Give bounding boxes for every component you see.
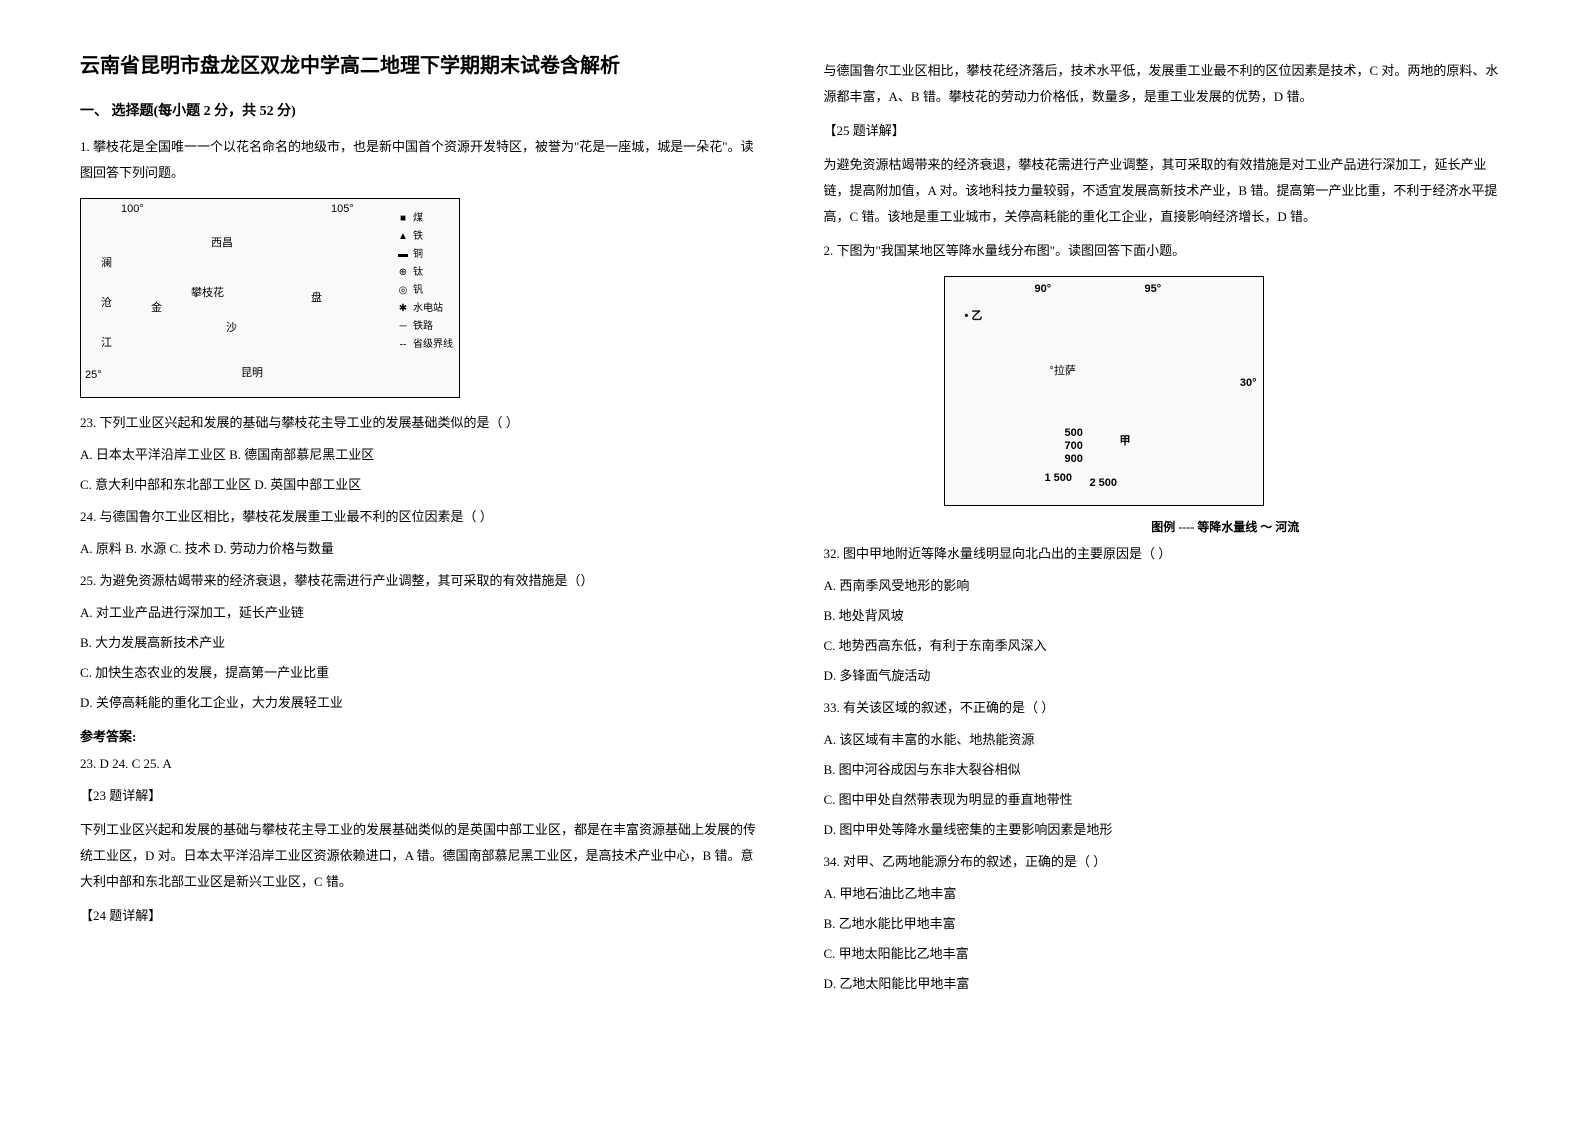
- map1-kunming: 昆明: [241, 364, 263, 380]
- q33-opt-c: C. 图中甲处自然带表现为明显的垂直地带性: [824, 787, 1508, 813]
- legend-copper: ▬铜: [397, 247, 453, 263]
- detail23: 下列工业区兴起和发展的基础与攀枝花主导工业的发展基础类似的是英国中部工业区，都是…: [80, 817, 764, 895]
- map2-700: 700: [1065, 440, 1083, 452]
- q34-opt-c: C. 甲地太阳能比乙地丰富: [824, 941, 1508, 967]
- q24: 24. 与德国鲁尔工业区相比，攀枝花发展重工业最不利的区位因素是（ ）: [80, 504, 764, 530]
- map2-jia: 甲: [1120, 432, 1131, 448]
- map1-lancang: 澜: [101, 254, 112, 270]
- q32-opt-d: D. 多锋面气旋活动: [824, 663, 1508, 689]
- map1-sha: 沙: [226, 319, 237, 335]
- left-column: 云南省昆明市盘龙区双龙中学高二地理下学期期末试卷含解析 一、 选择题(每小题 2…: [80, 50, 764, 1001]
- map2-lat30: 30°: [1240, 377, 1257, 389]
- map1-figure: 100° 105° 25° 西昌 攀枝花 昆明 澜 沧 江 金 沙 盘 ■煤 ▲…: [80, 198, 460, 398]
- q32-opt-a: A. 西南季风受地形的影响: [824, 573, 1508, 599]
- q25-opt-a: A. 对工业产品进行深加工，延长产业链: [80, 600, 764, 626]
- page-container: 云南省昆明市盘龙区双龙中学高二地理下学期期末试卷含解析 一、 选择题(每小题 2…: [80, 50, 1507, 1001]
- q34-opt-d: D. 乙地太阳能比甲地丰富: [824, 971, 1508, 997]
- q25-opt-d: D. 关停高耗能的重化工企业，大力发展轻工业: [80, 690, 764, 716]
- q23: 23. 下列工业区兴起和发展的基础与攀枝花主导工业的发展基础类似的是（ ）: [80, 410, 764, 436]
- q23-opts-cd: C. 意大利中部和东北部工业区 D. 英国中部工业区: [80, 472, 764, 498]
- answers: 23. D 24. C 25. A: [80, 751, 764, 777]
- detail23-header: 【23 题详解】: [80, 783, 764, 809]
- q32-opt-b: B. 地处背风坡: [824, 603, 1508, 629]
- legend-v: ◎钒: [397, 283, 453, 299]
- map2-figure: 90° 95° 30° • 乙 °拉萨 甲 500 700 900 1 500 …: [944, 276, 1264, 506]
- map2-lasa: °拉萨: [1050, 362, 1076, 378]
- q33: 33. 有关该区域的叙述，不正确的是（ ）: [824, 695, 1508, 721]
- map2-legend: 图例 ---- 等降水量线 〜 河流: [944, 518, 1508, 535]
- detail25-header: 【25 题详解】: [824, 118, 1508, 144]
- map2-2500: 2 500: [1090, 477, 1118, 489]
- map2-lon90: 90°: [1035, 283, 1052, 295]
- legend-iron: ▲铁: [397, 229, 453, 245]
- map2-1500: 1 500: [1045, 472, 1073, 484]
- map1-pan: 盘: [311, 289, 322, 305]
- map1-cang: 沧: [101, 294, 112, 310]
- map1-lat25: 25°: [85, 369, 102, 381]
- q32-opt-c: C. 地势西高东低，有利于东南季风深入: [824, 633, 1508, 659]
- q33-opt-a: A. 该区域有丰富的水能、地热能资源: [824, 727, 1508, 753]
- q24-opts: A. 原料 B. 水源 C. 技术 D. 劳动力价格与数量: [80, 536, 764, 562]
- q33-opt-b: B. 图中河谷成因与东非大裂谷相似: [824, 757, 1508, 783]
- q2-intro: 2. 下图为"我国某地区等降水量线分布图"。读图回答下面小题。: [824, 238, 1508, 264]
- q34-opt-b: B. 乙地水能比甲地丰富: [824, 911, 1508, 937]
- map2-yi: • 乙: [965, 307, 983, 323]
- map1-lon100: 100°: [121, 203, 144, 215]
- map1-panzhihua: 攀枝花: [191, 284, 224, 300]
- answer-label: 参考答案:: [80, 726, 764, 745]
- q33-opt-d: D. 图中甲处等降水量线密集的主要影响因素是地形: [824, 817, 1508, 843]
- legend-ti: ⊕钛: [397, 265, 453, 281]
- detail24-header: 【24 题详解】: [80, 903, 764, 929]
- map2-500: 500: [1065, 427, 1083, 439]
- map1-xichang: 西昌: [211, 234, 233, 250]
- q34: 34. 对甲、乙两地能源分布的叙述，正确的是（ ）: [824, 849, 1508, 875]
- q23-opts-ab: A. 日本太平洋沿岸工业区 B. 德国南部慕尼黑工业区: [80, 442, 764, 468]
- document-title: 云南省昆明市盘龙区双龙中学高二地理下学期期末试卷含解析: [80, 50, 764, 82]
- right-column: 与德国鲁尔工业区相比，攀枝花经济落后，技术水平低，发展重工业最不利的区位因素是技…: [824, 50, 1508, 1001]
- legend-border: --省级界线: [397, 337, 453, 353]
- q1-intro: 1. 攀枝花是全国唯一一个以花名命名的地级市，也是新中国首个资源开发特区，被誉为…: [80, 134, 764, 186]
- legend-coal: ■煤: [397, 211, 453, 227]
- map1-lon105: 105°: [331, 203, 354, 215]
- map2-900: 900: [1065, 453, 1083, 465]
- detail25: 为避免资源枯竭带来的经济衰退，攀枝花需进行产业调整，其可采取的有效措施是对工业产…: [824, 152, 1508, 230]
- q34-opt-a: A. 甲地石油比乙地丰富: [824, 881, 1508, 907]
- map2-wrapper: 90° 95° 30° • 乙 °拉萨 甲 500 700 900 1 500 …: [944, 276, 1508, 535]
- q25-opt-c: C. 加快生态农业的发展，提高第一产业比重: [80, 660, 764, 686]
- map1-legend: ■煤 ▲铁 ▬铜 ⊕钛 ◎钒 ✱水电站 ─铁路 --省级界线: [397, 209, 453, 355]
- map1-jin: 金: [151, 299, 162, 315]
- q32: 32. 图中甲地附近等降水量线明显向北凸出的主要原因是（ ）: [824, 541, 1508, 567]
- legend-hydro: ✱水电站: [397, 301, 453, 317]
- q25-opt-b: B. 大力发展高新技术产业: [80, 630, 764, 656]
- q25: 25. 为避免资源枯竭带来的经济衰退，攀枝花需进行产业调整，其可采取的有效措施是…: [80, 568, 764, 594]
- legend-rail: ─铁路: [397, 319, 453, 335]
- detail24: 与德国鲁尔工业区相比，攀枝花经济落后，技术水平低，发展重工业最不利的区位因素是技…: [824, 58, 1508, 110]
- map1-jiang: 江: [101, 334, 112, 350]
- section-header: 一、 选择题(每小题 2 分，共 52 分): [80, 100, 764, 120]
- map2-lon95: 95°: [1145, 283, 1162, 295]
